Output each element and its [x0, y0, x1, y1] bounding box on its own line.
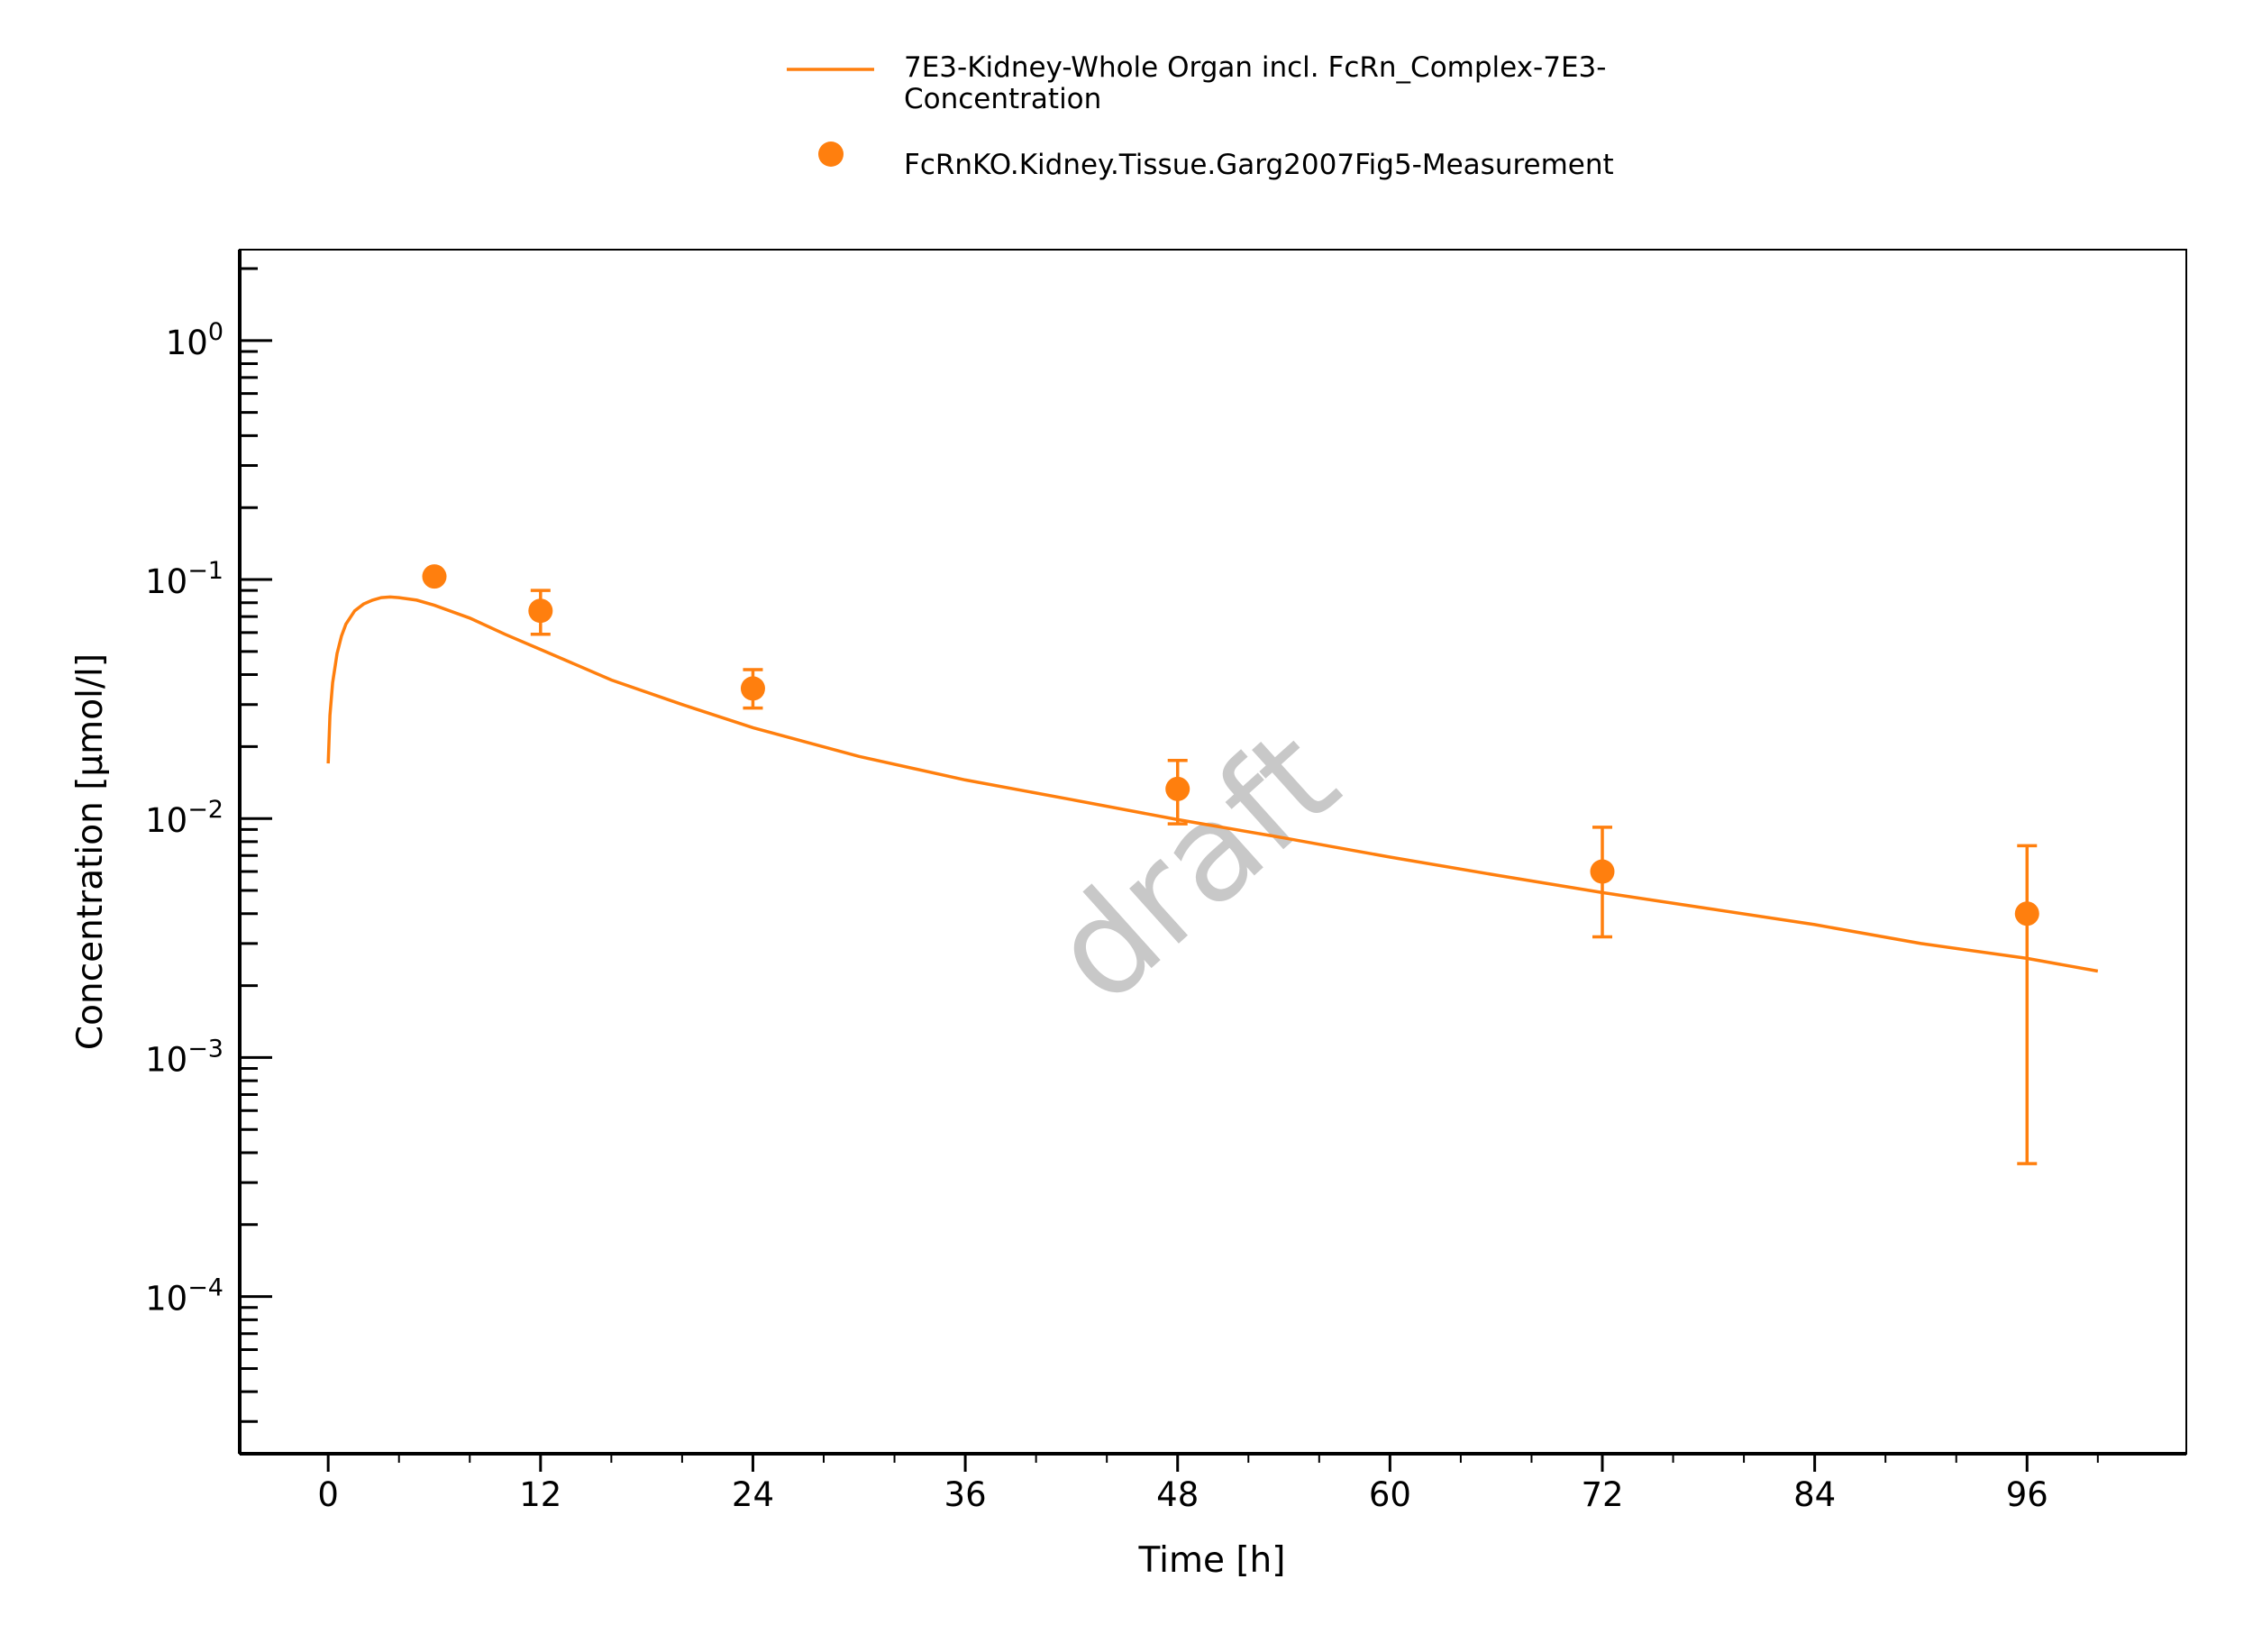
y-tick-label: 10−4: [145, 1274, 223, 1319]
data-point: [528, 598, 553, 624]
x-tick-label: 36: [944, 1475, 987, 1514]
series-scatter-layer: [422, 564, 2039, 1165]
data-point: [2014, 901, 2039, 926]
legend-line-label-2: Concentration: [904, 83, 1101, 115]
legend-marker-swatch: [818, 141, 844, 167]
y-axis: 100 10−1 10−2 10−3 10−4: [145, 250, 272, 1454]
x-tick-label: 0: [317, 1475, 339, 1514]
data-point: [422, 564, 447, 589]
y-tick-label: 100: [166, 318, 223, 362]
x-axis-title: Time [h]: [1138, 1540, 1286, 1581]
data-point: [1590, 859, 1615, 884]
x-tick-label: 84: [1793, 1475, 1836, 1514]
data-point: [740, 676, 765, 701]
y-axis-title: Concentration [µmol/l]: [70, 653, 111, 1050]
y-tick-label: 10−3: [145, 1035, 223, 1079]
x-tick-label: 60: [1369, 1475, 1411, 1514]
watermark-draft: draft: [1023, 701, 1367, 1034]
legend-marker-label: FcRnKO.Kidney.Tissue.Garg2007Fig5-Measur…: [904, 149, 1614, 181]
series-line-layer: [326, 595, 2099, 973]
legend: 7E3-Kidney-Whole Organ incl. FcRn_Comple…: [787, 51, 1614, 181]
x-tick-label: 96: [2006, 1475, 2048, 1514]
data-point: [1165, 776, 1190, 801]
x-tick-label: 48: [1156, 1475, 1199, 1514]
x-tick-label: 24: [732, 1475, 774, 1514]
y-tick-label: 10−2: [145, 796, 223, 840]
x-tick-label: 12: [519, 1475, 561, 1514]
x-axis: 0 12 24 36 48 60 72 84 96: [240, 1452, 2186, 1514]
y-tick-label: 10−1: [145, 557, 223, 601]
x-tick-label: 72: [1581, 1475, 1623, 1514]
legend-line-label-1: 7E3-Kidney-Whole Organ incl. FcRn_Comple…: [904, 51, 1606, 84]
series-line: [326, 595, 2099, 973]
